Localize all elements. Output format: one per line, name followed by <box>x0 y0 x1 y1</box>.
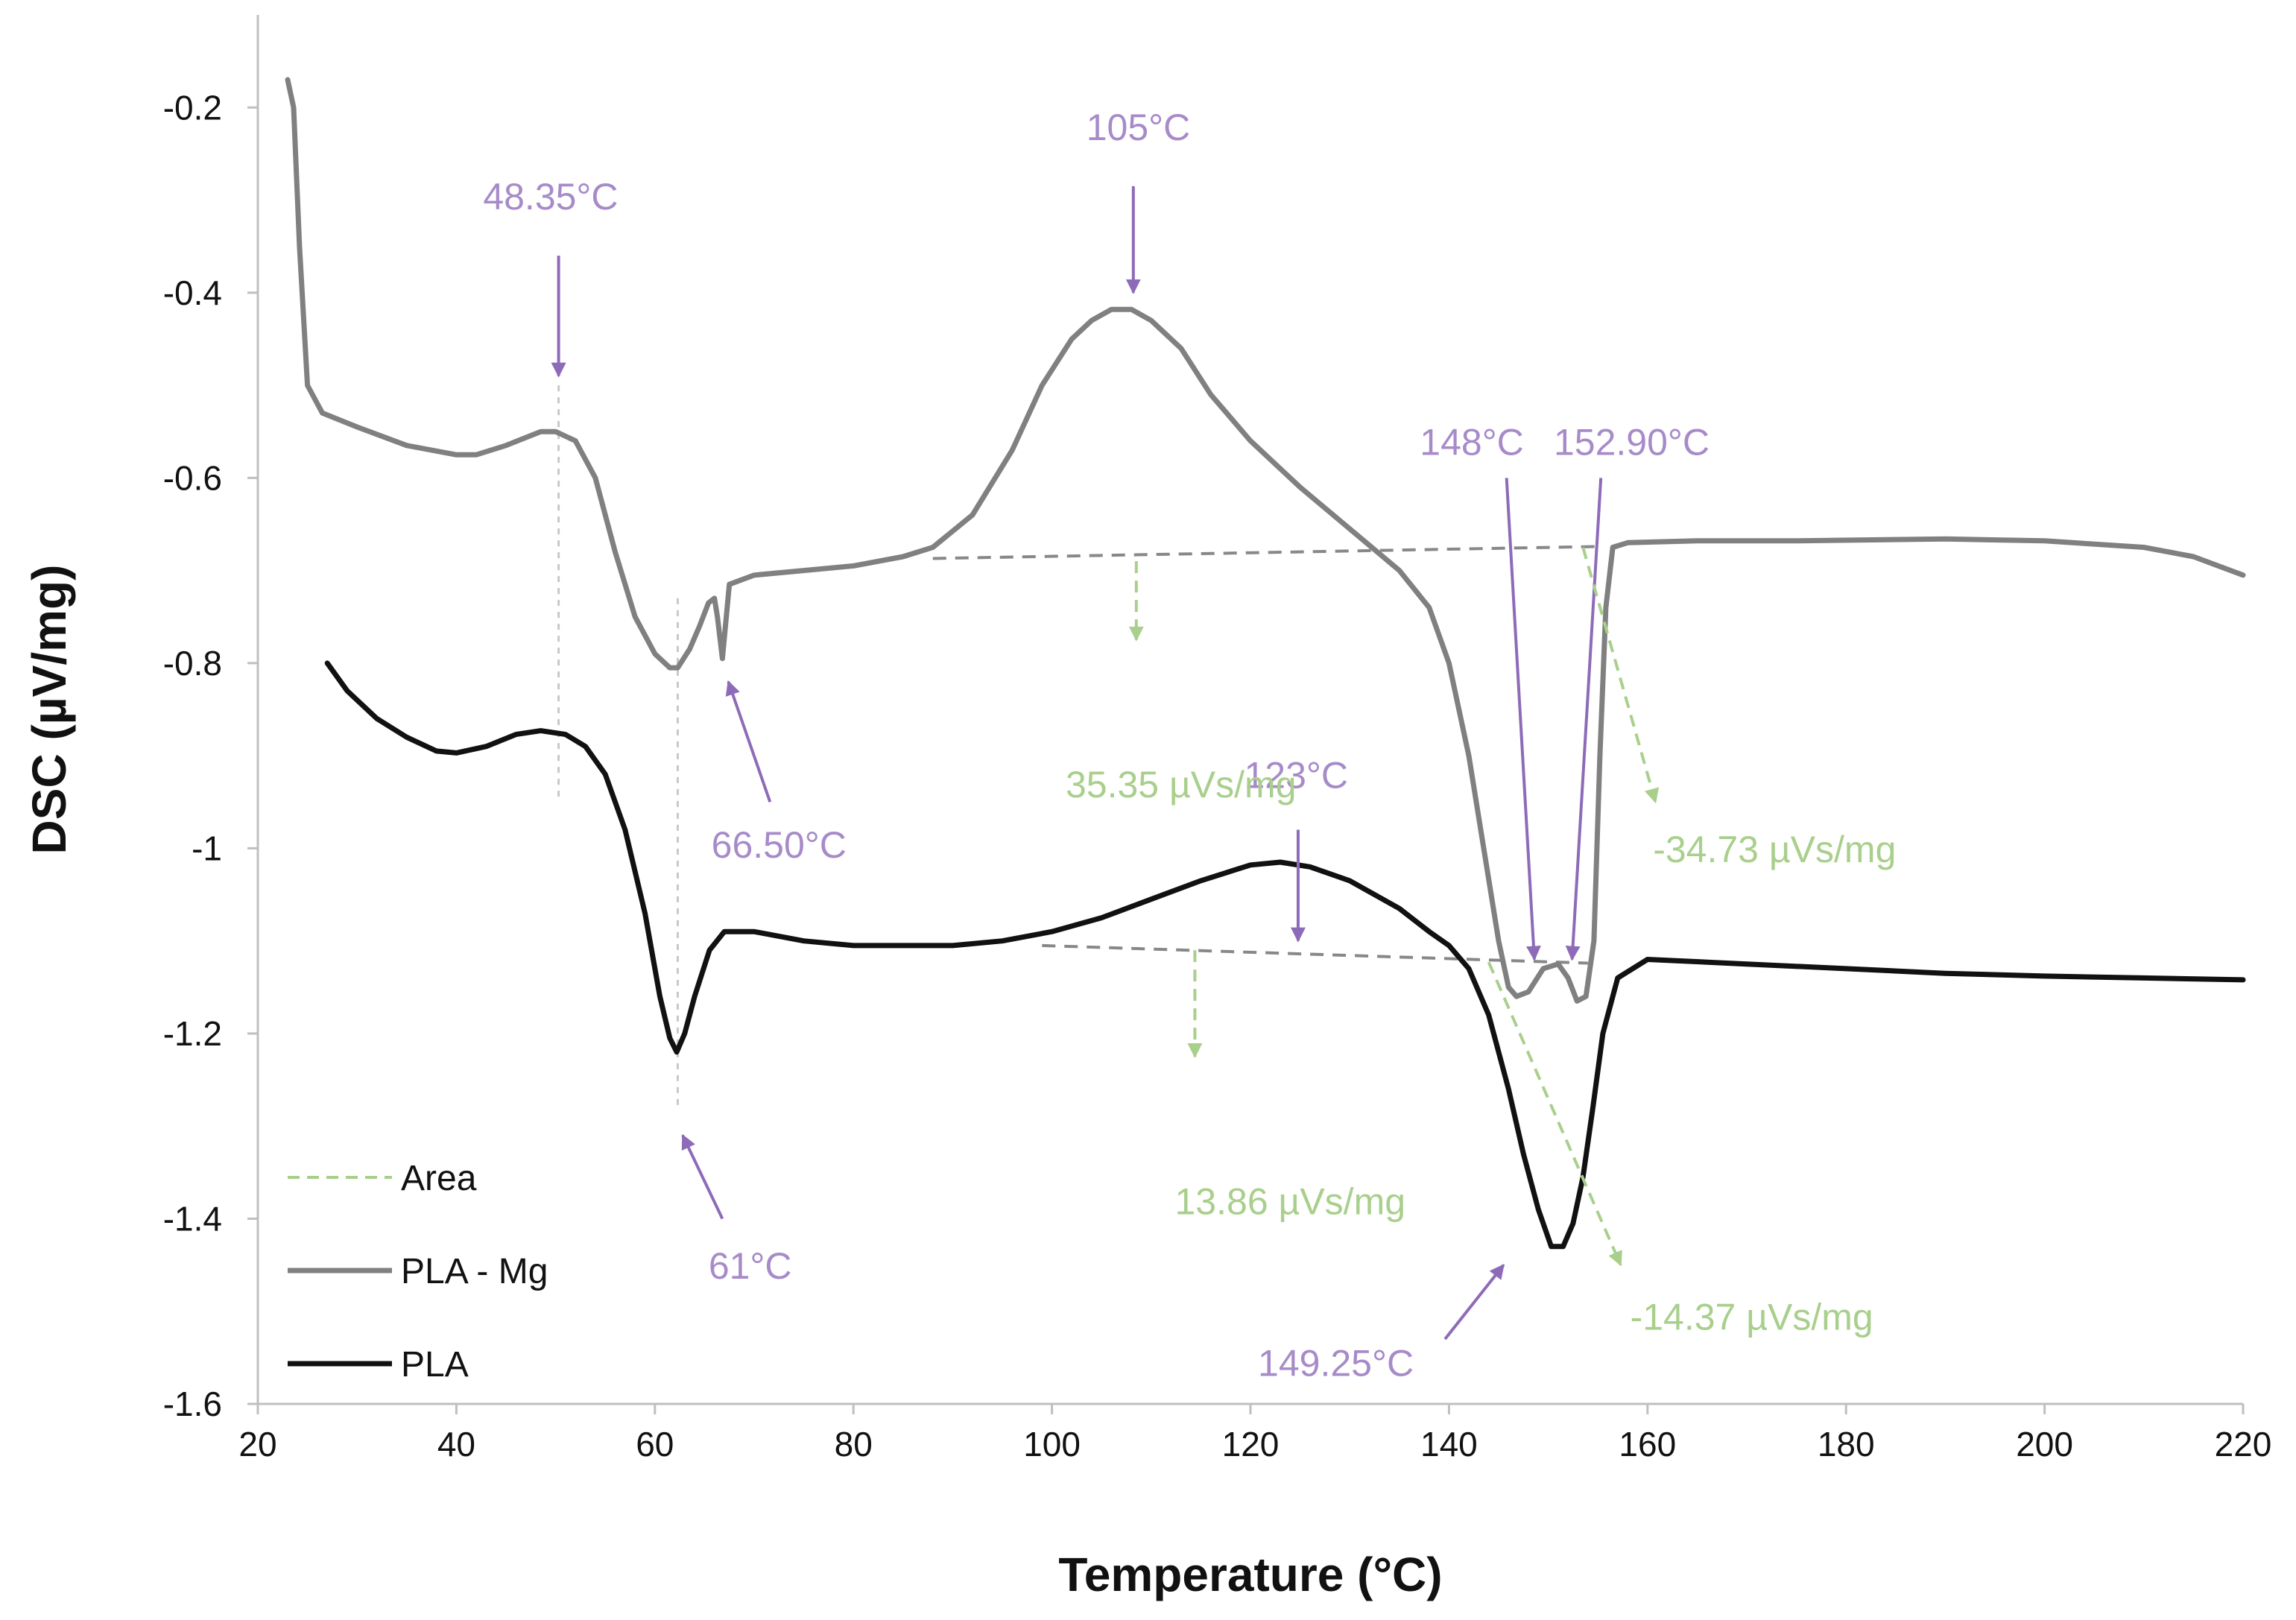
guide-lines-layer <box>557 385 1603 1108</box>
annot-61-label: 61°C <box>709 1245 792 1287</box>
x-tick-label: 40 <box>437 1425 475 1464</box>
annot-148-arrow <box>1505 478 1541 961</box>
series-line-pla <box>324 660 2246 1250</box>
annot-152-90-arrow <box>1565 478 1603 961</box>
y-tick-label: -0.4 <box>163 273 222 312</box>
y-tick-label: -1.2 <box>163 1014 222 1053</box>
x-tick-label: 120 <box>1222 1425 1280 1464</box>
annot-66-50-arrow <box>725 680 772 803</box>
x-tick-label: 80 <box>835 1425 873 1464</box>
annot-61-arrow <box>681 1133 724 1220</box>
y-tick-label: -1.6 <box>163 1385 222 1423</box>
x-tick-label: 160 <box>1619 1425 1676 1464</box>
annot-105-label: 105°C <box>1087 107 1191 148</box>
annot-13-86-label: 13.86 µVs/mg <box>1175 1180 1406 1222</box>
y-axis-title: DSC (µV/mg) <box>22 565 76 855</box>
y-tick-label: -0.6 <box>163 458 222 497</box>
annot-35-35-label: 35.35 µVs/mg <box>1066 764 1297 806</box>
annot-123-label: 123°C <box>1245 755 1349 797</box>
x-tick-label: 140 <box>1420 1425 1478 1464</box>
y-tick-label: -0.2 <box>163 88 222 127</box>
annot-149-25-label: 149.25°C <box>1258 1343 1414 1385</box>
axes-layer: 20 40 60 80 100 120 140 160 180 200 220 -0.2 -0.4 -0.… <box>163 15 2272 1464</box>
annot-152-90-label: 152.90°C <box>1554 421 1710 463</box>
legend: Area PLA - Mg PLA <box>288 1159 548 1385</box>
legend-label-pla: PLA <box>401 1345 469 1385</box>
series-layer <box>285 77 2246 1250</box>
baseline-pla <box>1042 943 1588 965</box>
annotations-layer: 48.35°C 105°C 66.50°C 148°C 152.90°C 123°C 61°… <box>483 107 1896 1385</box>
y-tick-label: -0.8 <box>163 644 222 683</box>
y-tick-label: -1.4 <box>163 1199 222 1238</box>
x-tick-label: 20 <box>238 1425 276 1464</box>
legend-label-area: Area <box>401 1159 477 1198</box>
x-axis-title: Temperature (°C) <box>1058 1548 1442 1601</box>
y-tick-label: -1 <box>192 829 222 867</box>
x-tick-label: 180 <box>1818 1425 1875 1464</box>
annot-66-50-label: 66.50°C <box>712 824 847 866</box>
baseline-pla-mg <box>932 545 1603 560</box>
x-tick-label: 220 <box>2215 1425 2272 1464</box>
annot-34-73-arrow <box>1581 546 1660 804</box>
x-tick-label: 60 <box>636 1425 674 1464</box>
annot-14-37-arrow <box>1487 961 1622 1267</box>
x-tick-label: 100 <box>1023 1425 1081 1464</box>
x-tick-label: 200 <box>2016 1425 2073 1464</box>
series-line-pla-mg <box>285 77 2246 1004</box>
annot-34-73-label: -34.73 µVs/mg <box>1653 829 1896 870</box>
annot-149-25-arrow <box>1443 1264 1505 1341</box>
annot-48-35-label: 48.35°C <box>483 176 618 218</box>
annot-14-37-label: -14.37 µVs/mg <box>1631 1297 1873 1338</box>
legend-label-pla-mg: PLA - Mg <box>401 1252 548 1291</box>
annot-148-label: 148°C <box>1420 421 1524 463</box>
